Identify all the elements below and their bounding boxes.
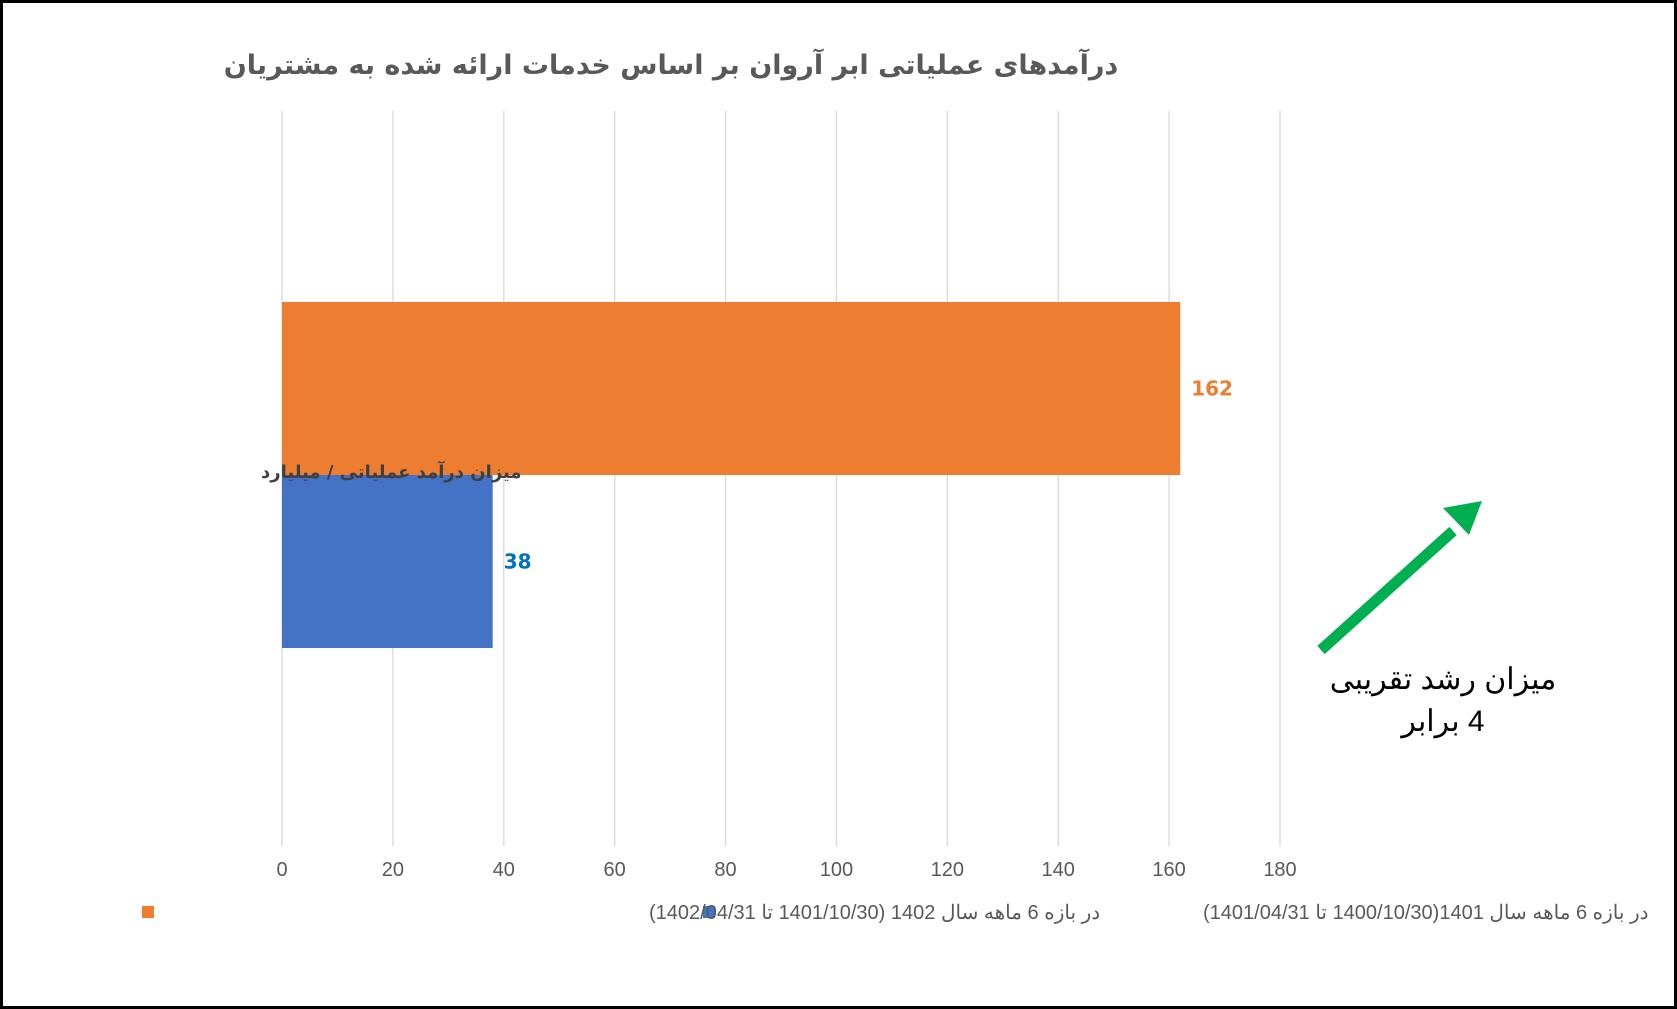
x-tick-label: 20 [382, 859, 404, 881]
legend-label-series-0: در بازه 6 ماهه سال 1402 (1401/10/30 تا 1… [649, 902, 1100, 924]
x-tick-label: 40 [493, 859, 515, 881]
growth-annotation-line2: 4 برابر [1399, 705, 1484, 739]
x-tick-label: 60 [604, 859, 626, 881]
x-tick-label: 0 [276, 859, 287, 881]
growth-arrow-head [1443, 501, 1482, 535]
x-tick-label: 180 [1263, 859, 1296, 881]
category-label: میزان درآمد عملیاتی / میلیارد [261, 460, 522, 483]
legend-label-series-1: در بازه 6 ماهه سال 1401(1400/10/30 تا 14… [1203, 902, 1649, 924]
bar-series-0 [282, 302, 1181, 475]
x-tick-label: 140 [1042, 859, 1075, 881]
growth-arrow-shaft [1317, 526, 1457, 655]
legend-swatch-series-1 [703, 906, 715, 918]
bars [282, 302, 1181, 648]
x-tick-label: 160 [1152, 859, 1185, 881]
chart-title: درآمدهای عملیاتی ابر آروان بر اساس خدمات… [224, 48, 1119, 81]
data-label-series-1: 38 [504, 550, 532, 574]
data-label-series-0: 162 [1191, 377, 1233, 401]
data-labels: 162 38 [504, 377, 1233, 574]
growth-annotation: میزان رشد تقریبی 4 برابر [1317, 501, 1557, 739]
gridlines [281, 111, 1281, 846]
growth-annotation-line1: میزان رشد تقریبی [1330, 663, 1557, 697]
x-tick-label: 120 [931, 859, 964, 881]
x-tick-label: 80 [714, 859, 736, 881]
chart-canvas: درآمدهای عملیاتی ابر آروان بر اساس خدمات… [142, 48, 1649, 924]
legend-swatch-series-0 [142, 906, 154, 918]
x-tick-label: 100 [820, 859, 853, 881]
legend: در بازه 6 ماهه سال 1401(1400/10/30 تا 14… [142, 902, 1649, 924]
x-axis-ticks: 0 20 40 60 80 100 120 140 160 180 [276, 859, 1296, 881]
bar-series-1 [282, 475, 493, 648]
